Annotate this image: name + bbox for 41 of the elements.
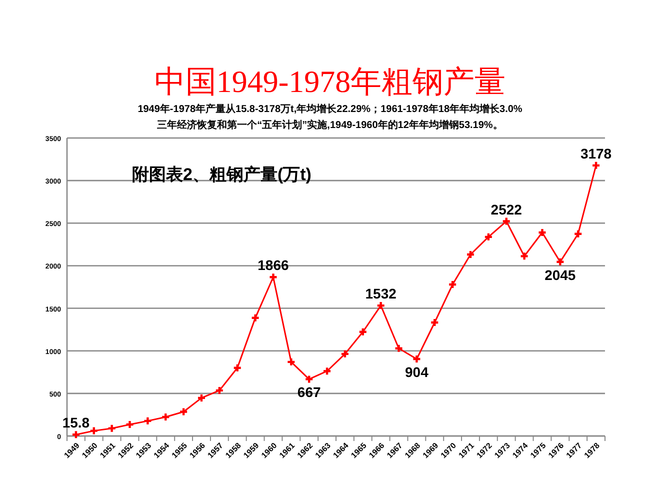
- point: [484, 233, 492, 240]
- data-label: 15.8: [62, 414, 90, 431]
- data-label: 2045: [544, 266, 576, 283]
- data-label: 667: [297, 384, 321, 400]
- point: [449, 281, 456, 288]
- point: [377, 302, 384, 310]
- point: [144, 417, 152, 424]
- point: [162, 414, 170, 421]
- point: [306, 376, 313, 383]
- data-label: 904: [405, 364, 429, 380]
- point: [359, 328, 366, 336]
- annotation: 附图表2、粗钢产量(万t): [132, 165, 312, 184]
- point: [126, 421, 134, 428]
- data-label: 2522: [490, 201, 522, 218]
- point: [252, 314, 259, 322]
- point: [90, 427, 98, 434]
- point: [431, 319, 438, 326]
- chart-subtitle: 1949年-1978年产量从15.8-3178万t,年均增长22.29%；1961-1978年18年年均增长3.0% 三年经济恢复和第一个“五年计划”实施,1949-1960年的12年年均增钢53.19%。: [138, 103, 522, 131]
- point: [413, 356, 420, 363]
- point: [72, 431, 80, 438]
- point: [592, 162, 600, 169]
- point: [467, 250, 474, 258]
- data-label: 3178: [580, 145, 612, 162]
- point: [574, 230, 582, 238]
- data-label: 1866: [258, 257, 290, 274]
- point: [538, 229, 546, 236]
- point: [234, 364, 241, 372]
- point: [341, 350, 348, 358]
- point: [108, 424, 116, 432]
- chart-title: 中国1949-1978年粗钢产量: [154, 64, 506, 99]
- point: [395, 344, 402, 352]
- data-label: 1532: [365, 286, 397, 302]
- point: [324, 368, 331, 375]
- point: [198, 394, 205, 402]
- point: [180, 408, 188, 416]
- point: [502, 218, 510, 225]
- point: [288, 358, 295, 366]
- point: [270, 274, 277, 281]
- point: [216, 386, 223, 394]
- point: [556, 258, 564, 266]
- point: [520, 252, 528, 260]
